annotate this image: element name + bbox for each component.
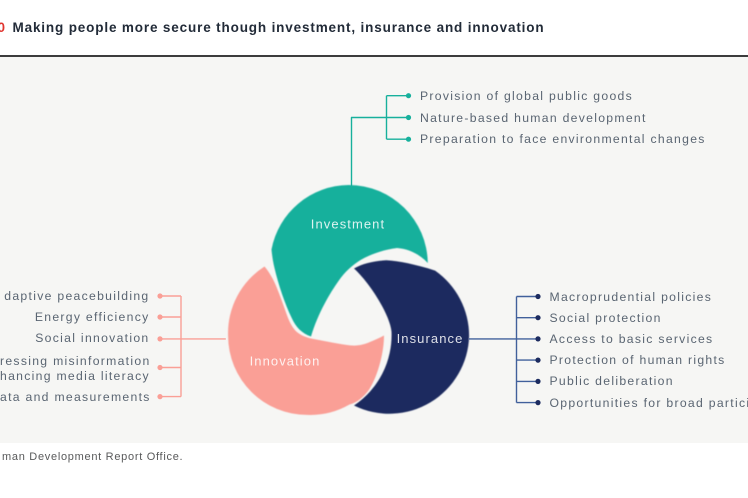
figure-title-row: 0 Making people more secure though inves… xyxy=(0,0,748,56)
innovation-item: ata and measurements xyxy=(0,389,151,404)
bullet-dot xyxy=(535,400,541,406)
innovation-lobe xyxy=(228,266,384,415)
bullet-dot xyxy=(535,378,541,384)
insurance-item: Macroprudential policies xyxy=(549,289,713,304)
investment-item: Nature-based human development xyxy=(420,110,647,125)
innovation-item: Energy efficiency xyxy=(34,310,150,324)
insurance-lobe xyxy=(354,260,470,414)
insurance-item: Opportunities for broad participation xyxy=(549,395,748,410)
bullet-dot xyxy=(157,394,163,400)
innovation-item: Social innovation xyxy=(35,331,150,346)
insurance-item: Social protection xyxy=(549,310,662,325)
investment-dots xyxy=(405,93,412,142)
investment-item: Provision of global public goods xyxy=(420,88,634,103)
bullet-dot xyxy=(157,336,163,342)
innovation-dots xyxy=(157,293,163,400)
bullet-dot xyxy=(535,293,541,300)
connectors-group xyxy=(160,95,538,404)
insurance-connector xyxy=(469,295,538,404)
insurance-item: Access to basic services xyxy=(549,331,714,346)
innovation-item: ressing misinformation xyxy=(0,353,151,368)
innovation-item: hancing media literacy xyxy=(0,368,150,383)
bullet-dot xyxy=(157,364,163,371)
innovation-connector xyxy=(160,295,226,398)
investment-stem-line xyxy=(350,116,387,186)
figure-number-fragment: 0 xyxy=(0,20,6,35)
insurance-dots xyxy=(535,293,541,406)
bullet-dot xyxy=(535,315,541,321)
investment-label: Investment xyxy=(311,217,385,232)
source-note: man Development Report Office. xyxy=(2,451,184,463)
figure-title: Making people more secure though investm… xyxy=(12,20,545,35)
innovation-label: Innovation xyxy=(250,354,321,369)
bullet-dot xyxy=(405,114,412,121)
bullet-dot xyxy=(535,357,541,363)
bullet-dot xyxy=(405,136,412,142)
investment-connector xyxy=(350,95,408,186)
insurance-label: Insurance xyxy=(397,331,464,346)
investment-item: Preparation to face environmental change… xyxy=(420,132,706,147)
insurance-item: Protection of human rights xyxy=(549,353,726,368)
bullet-dots-group xyxy=(157,93,541,406)
investment-lobe xyxy=(271,185,428,337)
bullet-dot xyxy=(157,293,163,299)
bullet-dot xyxy=(405,93,412,99)
bullet-dot xyxy=(535,336,541,342)
title-divider-rule xyxy=(0,55,748,57)
innovation-item: daptive peacebuilding xyxy=(4,289,150,303)
insurance-item: Public deliberation xyxy=(549,374,674,389)
lobe-labels-group: Investment Innovation Insurance xyxy=(250,217,464,369)
lobes-group xyxy=(228,185,470,415)
bullet-dot xyxy=(157,314,163,320)
